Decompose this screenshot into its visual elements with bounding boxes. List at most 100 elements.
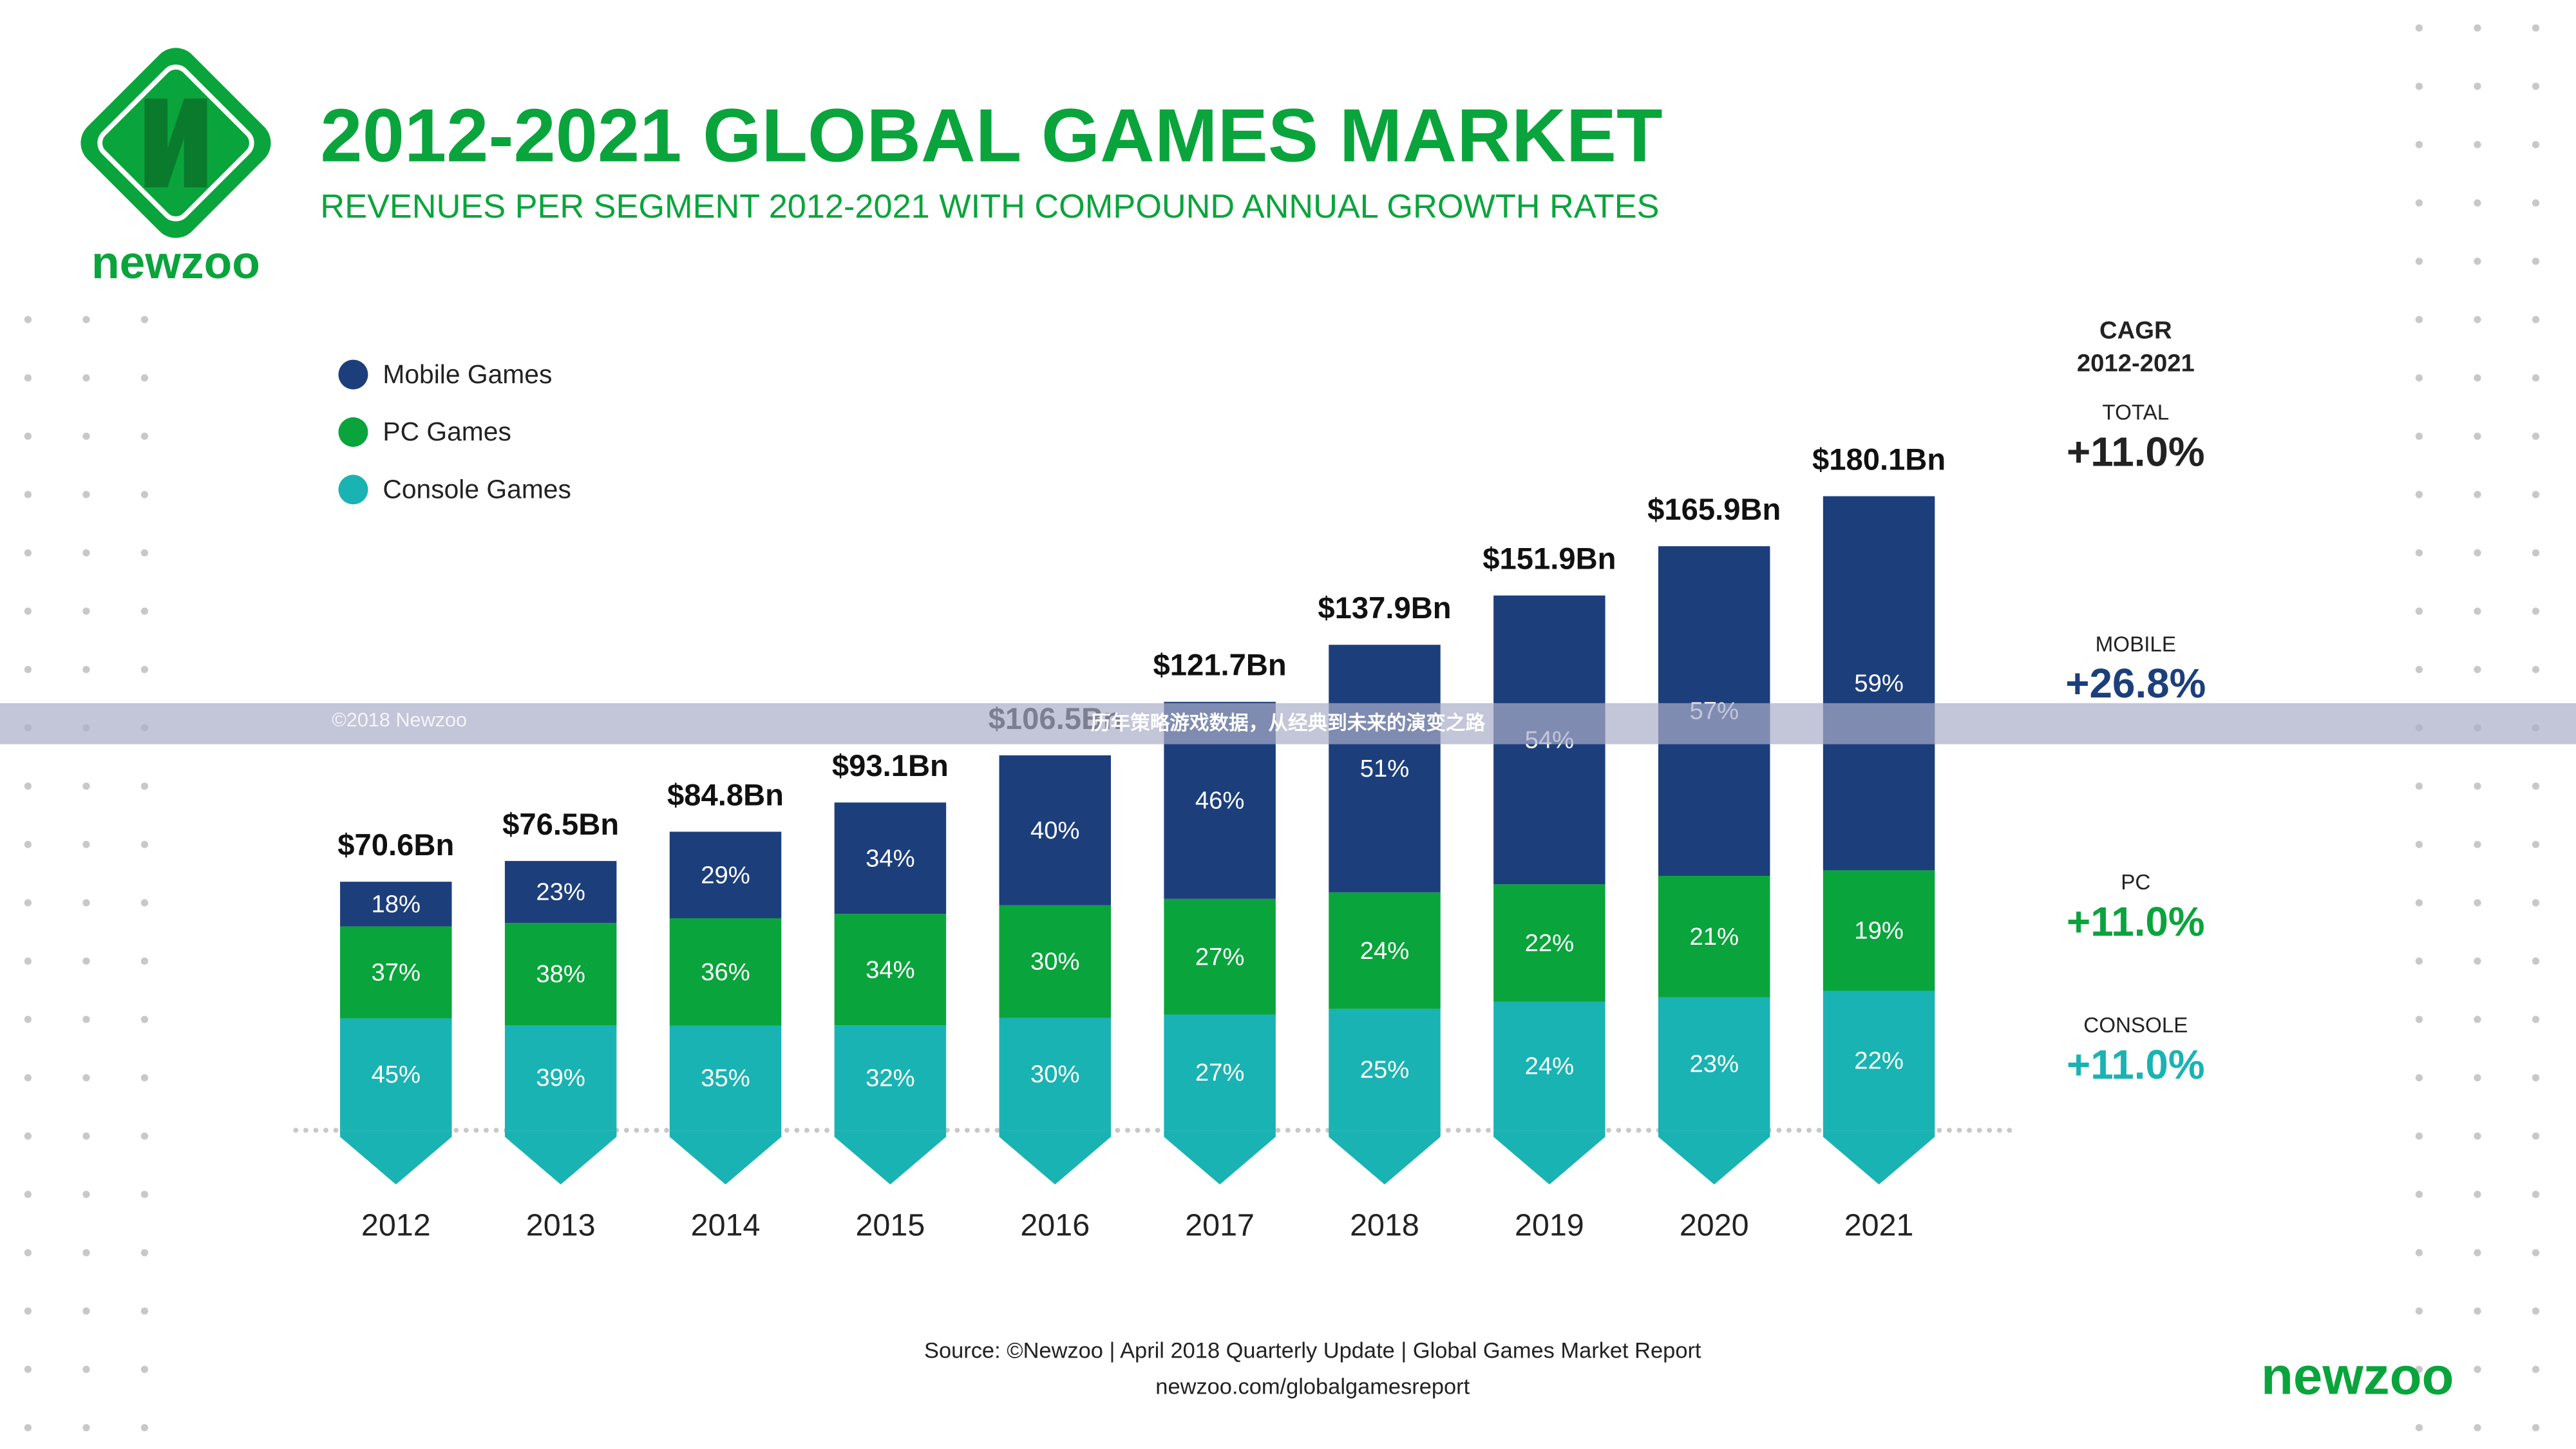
logo-text: newzoo — [91, 237, 260, 289]
legend-label: PC Games — [383, 417, 511, 446]
segment-label: 39% — [536, 1064, 585, 1092]
total-label: $180.1Bn — [1812, 442, 1946, 477]
x-tick-label: 2016 — [1020, 1208, 1090, 1242]
bar-segment — [669, 831, 782, 918]
cagr-period: 2012-2021 — [2077, 349, 2195, 377]
bar-chevron — [669, 1130, 782, 1185]
bar-segment — [1658, 997, 1770, 1131]
source-url: newzoo.com/globalgamesreport — [1155, 1375, 1470, 1399]
segment-label: 40% — [1030, 817, 1080, 844]
bar-segment — [834, 802, 947, 914]
total-label: $76.5Bn — [502, 808, 619, 842]
total-label: $70.6Bn — [337, 828, 454, 862]
segment-label: 34% — [866, 844, 915, 872]
cagr-title: CAGR — [2099, 316, 2172, 344]
bar-segment — [999, 905, 1111, 1018]
cagr-value: +11.0% — [2067, 428, 2205, 475]
cagr-label: CONSOLE — [2083, 1014, 2188, 1037]
bar-chevron — [1658, 1130, 1770, 1185]
bar-segment — [1329, 892, 1441, 1009]
x-tick-label: 2012 — [361, 1208, 431, 1242]
bar-segment — [1493, 884, 1605, 1002]
legend-label: Mobile Games — [383, 359, 552, 389]
segment-label: 21% — [1689, 923, 1739, 951]
cagr-label: PC — [2121, 871, 2150, 895]
bar-segment — [999, 755, 1111, 905]
bar-segment — [669, 918, 782, 1026]
bar-segment — [340, 1018, 452, 1131]
x-tick-label: 2021 — [1844, 1208, 1914, 1242]
bar-chevron — [340, 1130, 452, 1185]
bars: Mobile Games PC Games Console Games 45% 37% 1… — [337, 359, 1946, 1242]
bar-chevron — [834, 1130, 947, 1185]
x-tick-label: 2013 — [526, 1208, 596, 1242]
bar-segment — [1823, 990, 1935, 1131]
segment-label: 59% — [1854, 670, 1904, 697]
segment-label: 34% — [866, 956, 915, 983]
segment-label: 22% — [1525, 929, 1575, 957]
segment-label: 22% — [1854, 1046, 1904, 1074]
overlay-band — [0, 703, 2576, 744]
segment-label: 36% — [701, 958, 750, 986]
total-label: $84.8Bn — [667, 778, 784, 812]
cagr-label: TOTAL — [2102, 401, 2169, 425]
logo: newzoo — [80, 48, 271, 289]
x-tick-label: 2020 — [1680, 1208, 1749, 1242]
total-label: $165.9Bn — [1647, 493, 1781, 527]
bar-segment — [504, 860, 617, 923]
segment-label: 38% — [536, 960, 585, 988]
cagr-label: MOBILE — [2096, 632, 2176, 656]
segment-label: 18% — [372, 891, 421, 918]
bar-segment — [504, 923, 617, 1025]
bar-segment — [1823, 870, 1935, 991]
chart-subtitle: REVENUES PER SEGMENT 2012-2021 WITH COMP… — [320, 188, 1659, 225]
segment-label: 27% — [1195, 1059, 1245, 1086]
segment-label: 30% — [1030, 1060, 1080, 1088]
bar-segment — [340, 882, 452, 927]
source: Source: ©Newzoo | April 2018 Quarterly U… — [924, 1339, 1701, 1363]
x-tick-label: 2018 — [1350, 1208, 1419, 1242]
total-label: $137.9Bn — [1318, 591, 1451, 625]
segment-label: 27% — [1195, 943, 1245, 971]
segment-label: 51% — [1360, 755, 1410, 782]
segment-label: 25% — [1360, 1056, 1410, 1084]
segment-label: 37% — [372, 959, 421, 987]
bar-chevron — [1823, 1130, 1935, 1185]
bar-segment — [1164, 898, 1276, 1015]
bar-segment — [1823, 496, 1935, 871]
legend-swatch — [338, 359, 368, 390]
segment-label: 35% — [701, 1065, 750, 1092]
overlay-caption: 历年策略游戏数据，从经典到未来的演变之路 — [1091, 712, 1486, 734]
total-label: $121.7Bn — [1153, 649, 1287, 683]
overlay-copyright: ©2018 Newzoo — [332, 709, 467, 731]
segment-label: 32% — [866, 1064, 915, 1092]
segment-label: 19% — [1854, 917, 1904, 945]
legend-swatch — [338, 417, 368, 447]
cagr-value: +26.8% — [2065, 660, 2206, 706]
x-tick-label: 2019 — [1515, 1208, 1584, 1242]
bar-segment — [1329, 1009, 1441, 1131]
bar-segment — [504, 1025, 617, 1131]
bar-chevron — [1329, 1130, 1441, 1185]
bar-segment — [669, 1025, 782, 1131]
footer-logo: newzoo — [2261, 1347, 2454, 1405]
segment-label: 23% — [536, 878, 585, 906]
dot-pattern — [0, 312, 173, 1449]
segment-label: 30% — [1030, 948, 1080, 976]
bar-segment — [1493, 1001, 1605, 1131]
bar-segment — [834, 914, 947, 1026]
legend-swatch — [338, 475, 368, 505]
bar-segment — [999, 1018, 1111, 1131]
segment-label: 24% — [1525, 1052, 1575, 1080]
cagr-value: +11.0% — [2067, 1041, 2205, 1088]
x-tick-label: 2014 — [691, 1208, 761, 1242]
overlay: ©2018 Newzoo 历年策略游戏数据，从经典到未来的演变之路 — [0, 703, 2576, 744]
segment-label: 29% — [701, 861, 750, 889]
bar-chevron — [504, 1130, 617, 1185]
bar-segment — [1658, 875, 1770, 998]
x-tick-label: 2015 — [855, 1208, 925, 1242]
total-label: $93.1Bn — [832, 749, 949, 783]
bar-chevron — [999, 1130, 1111, 1185]
chart-title: 2012-2021 GLOBAL GAMES MARKET — [320, 93, 1662, 177]
bar-chevron — [1493, 1130, 1605, 1185]
